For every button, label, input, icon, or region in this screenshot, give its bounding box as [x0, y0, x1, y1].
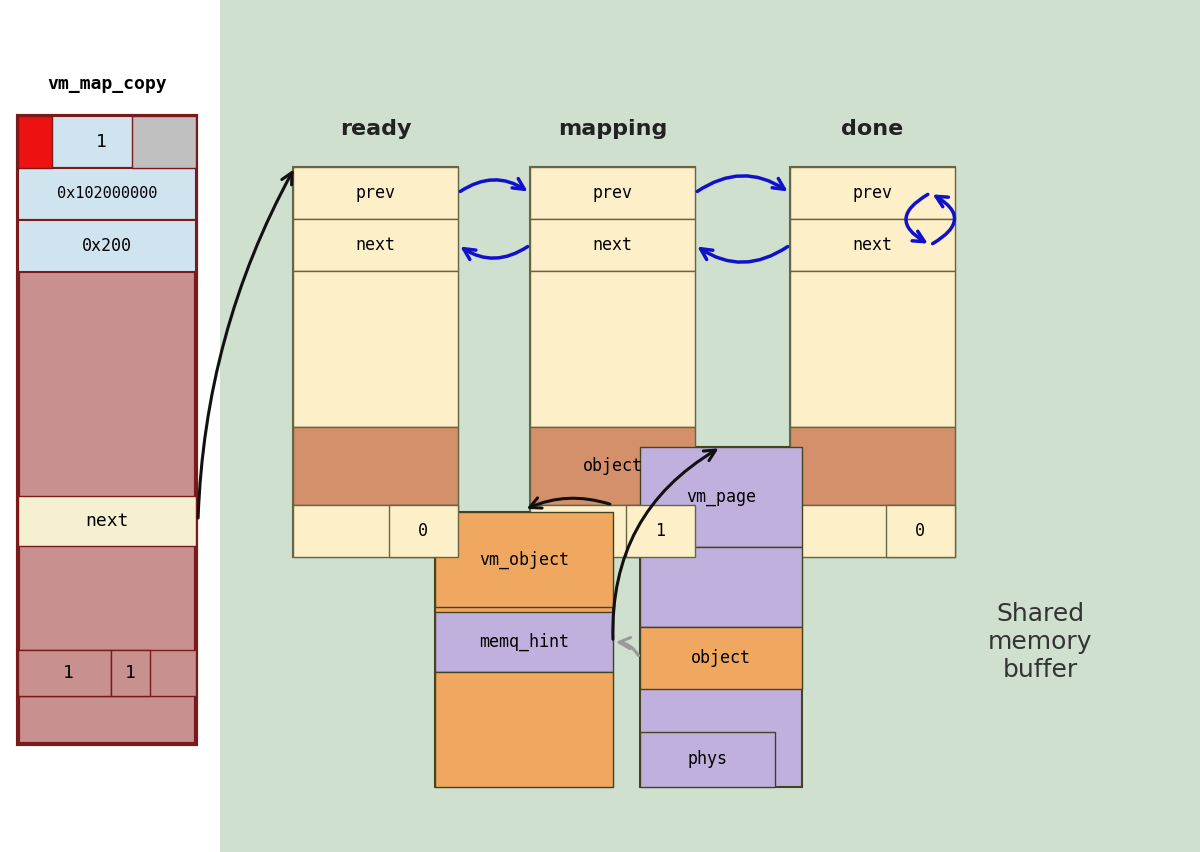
FancyArrowPatch shape [932, 196, 954, 244]
Bar [790, 427, 955, 505]
Bar [530, 167, 695, 557]
Bar [436, 512, 613, 607]
Text: 0x102000000: 0x102000000 [56, 187, 157, 202]
FancyArrowPatch shape [529, 498, 610, 508]
Bar [293, 167, 458, 219]
Bar [886, 505, 955, 557]
Bar [293, 167, 458, 557]
Bar [530, 505, 695, 557]
Bar [790, 271, 955, 427]
FancyArrowPatch shape [613, 450, 715, 639]
Bar [132, 116, 196, 168]
Bar [790, 505, 955, 557]
FancyArrowPatch shape [701, 246, 787, 262]
Text: 0x200: 0x200 [82, 237, 132, 255]
Bar [293, 505, 458, 557]
Bar [389, 505, 458, 557]
Text: object: object [691, 649, 751, 667]
Bar [220, 0, 1200, 852]
Text: ready: ready [340, 119, 412, 139]
Bar [110, 650, 150, 696]
Text: vm_page: vm_page [686, 488, 756, 506]
Bar [640, 627, 802, 689]
Bar [790, 167, 955, 219]
Bar [640, 732, 775, 787]
Bar [18, 220, 196, 272]
Text: vm_object: vm_object [479, 550, 569, 568]
Bar [18, 116, 196, 168]
Bar [640, 547, 802, 627]
Text: 1: 1 [655, 522, 665, 540]
Bar [293, 271, 458, 427]
Bar [18, 168, 196, 220]
FancyArrowPatch shape [461, 179, 524, 192]
Bar [625, 505, 695, 557]
Bar [436, 672, 613, 787]
Text: vm_map_copy: vm_map_copy [47, 75, 167, 93]
Text: next: next [85, 512, 128, 530]
FancyArrowPatch shape [697, 176, 785, 192]
FancyArrowPatch shape [463, 246, 528, 259]
Text: next: next [355, 236, 396, 254]
Bar [436, 512, 613, 787]
FancyArrowPatch shape [906, 194, 928, 242]
FancyArrowPatch shape [619, 637, 638, 655]
FancyArrowPatch shape [198, 172, 292, 518]
Text: 1: 1 [96, 133, 107, 151]
Bar [530, 167, 695, 219]
Bar [790, 219, 955, 271]
Bar [293, 427, 458, 505]
Text: memq_hint: memq_hint [479, 633, 569, 651]
Bar [293, 219, 458, 271]
Bar [18, 116, 52, 168]
Text: 0: 0 [916, 522, 925, 540]
Bar [18, 116, 196, 744]
Text: prev: prev [852, 184, 893, 202]
Text: 1: 1 [125, 664, 136, 682]
Text: phys: phys [688, 751, 727, 769]
Bar [18, 650, 110, 696]
Text: mapping: mapping [558, 119, 667, 139]
Bar [18, 496, 196, 546]
Text: 0: 0 [419, 522, 428, 540]
Text: done: done [841, 119, 904, 139]
Text: next: next [852, 236, 893, 254]
Text: object: object [582, 457, 642, 475]
Bar [436, 612, 613, 672]
Text: 1: 1 [62, 664, 73, 682]
Bar [790, 167, 955, 557]
Bar [640, 447, 802, 787]
Bar [530, 271, 695, 427]
Text: Shared
memory
buffer: Shared memory buffer [988, 602, 1092, 682]
Bar [18, 650, 196, 696]
Text: next: next [593, 236, 632, 254]
Bar [640, 447, 802, 547]
Text: prev: prev [355, 184, 396, 202]
Text: prev: prev [593, 184, 632, 202]
Bar [530, 219, 695, 271]
Bar [530, 427, 695, 505]
